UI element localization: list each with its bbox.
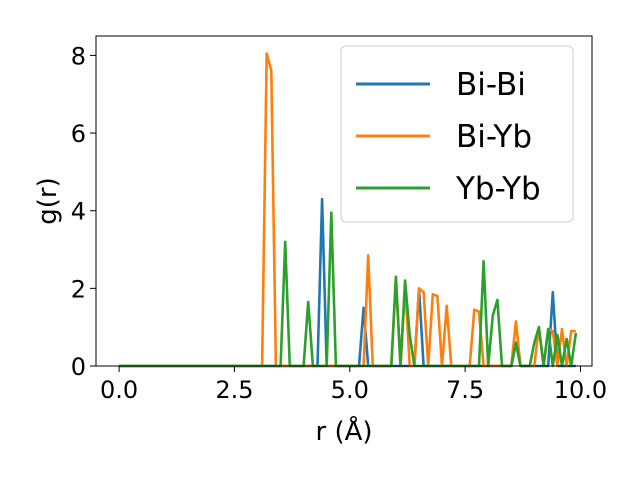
x-tick-label: 2.5 (215, 376, 253, 404)
legend-box (340, 45, 574, 223)
x-tick-label: 5.0 (331, 376, 369, 404)
plot-frame (95, 35, 593, 367)
y-tick-label: 6 (71, 120, 86, 148)
x-tick-label: 10.0 (554, 376, 607, 404)
x-axis-ticks: 0.0 2.5 5.0 7.5 10.0 (100, 366, 607, 404)
x-axis-label: r (Å) (315, 415, 372, 447)
y-tick-label: 4 (71, 198, 86, 226)
y-axis-ticks: 0 2 4 6 8 (71, 42, 96, 381)
y-tick-label: 0 (71, 353, 86, 381)
legend-label: Bi-Yb (456, 119, 532, 155)
y-tick-label: 2 (71, 275, 86, 303)
x-tick-label: 0.0 (100, 376, 138, 404)
y-axis-label: g(r) (33, 177, 63, 224)
x-tick-label: 7.5 (446, 376, 484, 404)
legend-label: Bi-Bi (456, 67, 526, 103)
legend-label: Yb-Yb (455, 171, 541, 207)
y-tick-label: 8 (71, 42, 86, 70)
legend: Bi-Bi Bi-Yb Yb-Yb (340, 45, 574, 223)
